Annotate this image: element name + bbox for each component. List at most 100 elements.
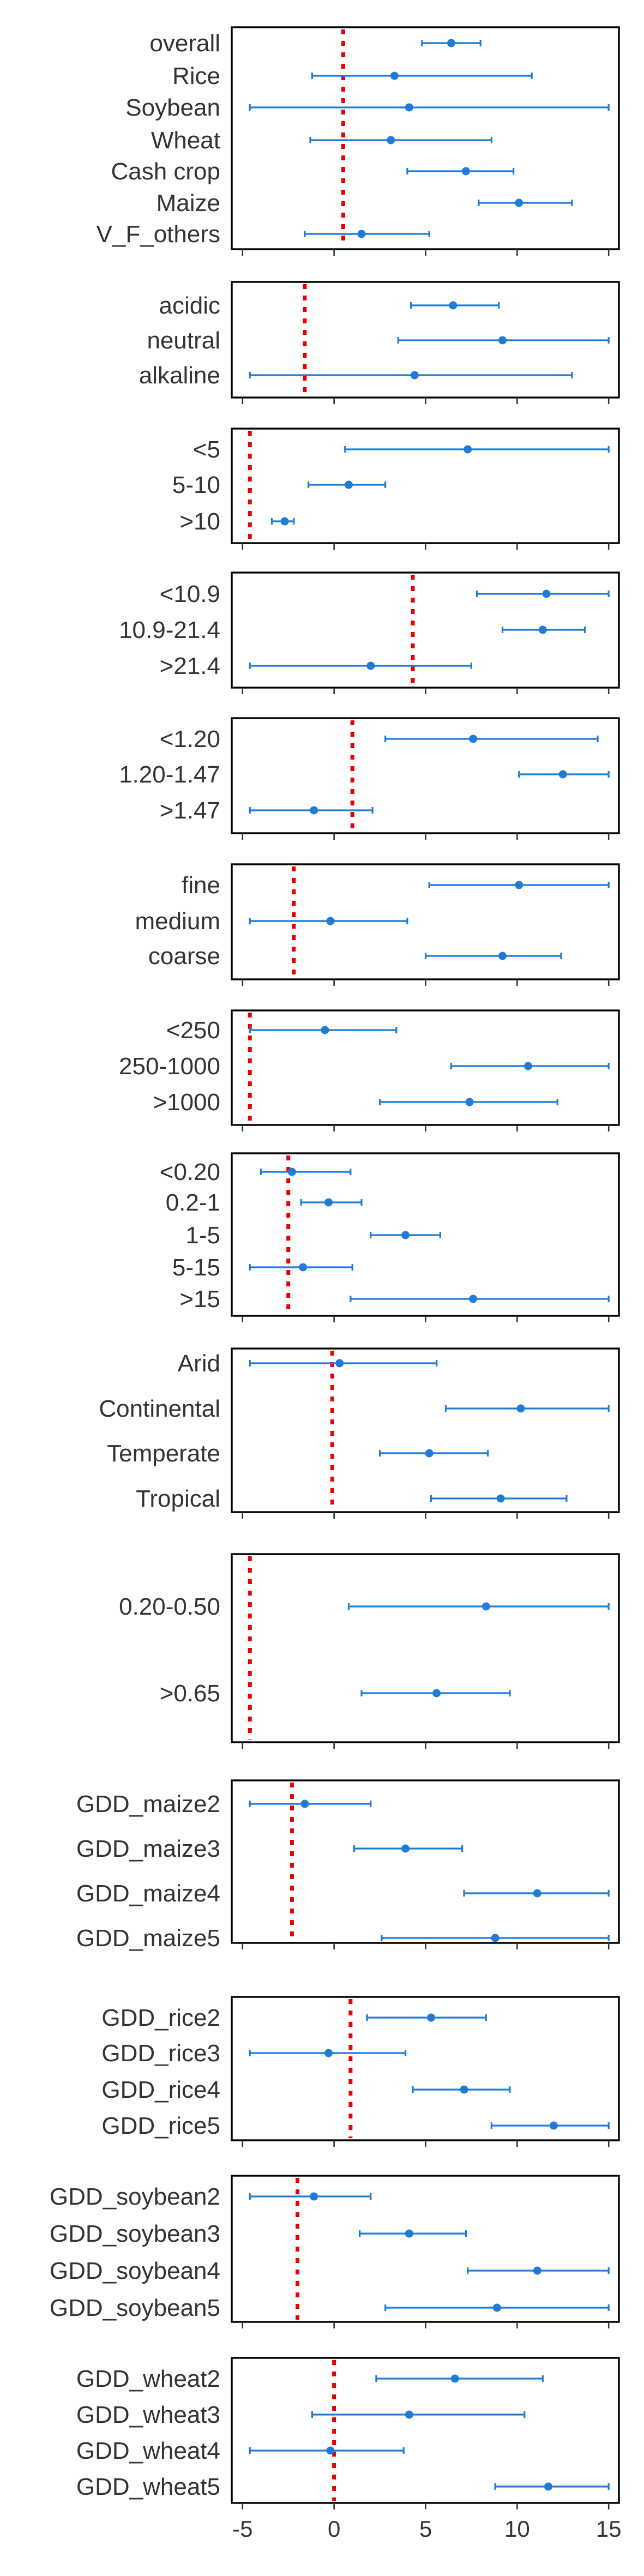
panel-8: <0.20 0.2-1 1-5 5-15 >15 [160, 1152, 620, 1322]
point-estimate [550, 2121, 558, 2130]
point-estimate [464, 445, 472, 454]
point-estimate [515, 881, 523, 889]
point-estimate [300, 1799, 309, 1808]
category-label: GDD_wheat4 [76, 2437, 220, 2464]
estimate-row: 0.20-0.50 [119, 1593, 610, 1620]
point-estimate [410, 371, 419, 380]
point-estimate [387, 136, 395, 145]
point-estimate [465, 1098, 474, 1106]
panel-11: GDD_maize2 GDD_maize3 GDD_maize4 GDD_maize5 [76, 1779, 620, 1952]
point-estimate [447, 39, 455, 47]
category-label: neutral [147, 327, 220, 354]
point-estimate [496, 1494, 505, 1503]
category-label: acidic [159, 292, 221, 319]
category-label: GDD_wheat3 [76, 2402, 220, 2428]
estimate-row: <1.20 [160, 726, 599, 753]
category-label: Arid [178, 1350, 220, 1377]
category-label: 10.9-21.4 [119, 617, 220, 643]
category-label: GDD_wheat2 [76, 2366, 220, 2392]
estimate-row: GDD_maize2 [76, 1791, 372, 1817]
category-label: <1.20 [160, 726, 220, 753]
estimate-row: >1.47 [160, 797, 374, 824]
panel-frame [231, 1779, 620, 1944]
estimate-row: 0.2-1 [166, 1189, 363, 1216]
point-estimate [469, 1295, 478, 1303]
category-label: GDD_maize2 [76, 1791, 220, 1817]
estimate-row: GDD_rice3 [101, 2040, 407, 2067]
panel-frame [231, 26, 620, 250]
estimate-row: Temperate [107, 1440, 489, 1467]
point-estimate [326, 917, 335, 925]
panel-frame [231, 2357, 620, 2504]
point-estimate [498, 952, 507, 960]
point-estimate [533, 1889, 541, 1898]
estimate-row: GDD_rice2 [101, 2005, 487, 2031]
point-estimate [324, 1198, 333, 1207]
point-estimate [324, 2049, 333, 2057]
estimate-row: medium [135, 908, 408, 935]
x-tick-label: 10 [504, 2516, 530, 2542]
category-label: GDD_maize5 [76, 1925, 220, 1952]
category-label: Tropical [136, 1485, 220, 1512]
point-estimate [450, 2374, 459, 2383]
estimate-row: Continental [99, 1395, 610, 1422]
point-estimate [401, 1231, 410, 1239]
estimate-row: 10.9-21.4 [119, 617, 586, 643]
point-estimate [310, 2192, 318, 2201]
point-estimate [538, 625, 547, 634]
point-estimate [280, 517, 289, 526]
estimate-row: Wheat [151, 127, 492, 154]
category-label: GDD_maize4 [76, 1880, 220, 1907]
estimate-row: 1.20-1.47 [119, 761, 610, 788]
panel-2: acidic neutral alkaline [139, 281, 620, 404]
estimate-row: GDD_soybean4 [50, 2258, 610, 2284]
estimate-row: 5-10 [172, 472, 387, 498]
estimate-row: GDD_maize5 [76, 1925, 610, 1952]
panel-frame [231, 1009, 620, 1126]
estimate-row: GDD_wheat3 [76, 2402, 526, 2428]
point-estimate [516, 1404, 525, 1413]
estimate-row: coarse [148, 943, 562, 970]
estimate-row: GDD_wheat2 [76, 2366, 544, 2392]
category-label: alkaline [139, 362, 220, 389]
point-estimate [542, 589, 551, 598]
point-estimate [345, 480, 353, 489]
point-estimate [390, 71, 399, 80]
category-label: fine [182, 872, 220, 899]
point-estimate [461, 167, 470, 176]
point-estimate [533, 2266, 541, 2275]
point-estimate [469, 735, 478, 743]
estimate-row: GDD_soybean3 [50, 2220, 467, 2247]
point-estimate [498, 336, 507, 345]
estimate-row: Soybean [125, 94, 610, 121]
point-estimate [491, 1934, 499, 1942]
estimate-row: GDD_wheat5 [76, 2473, 610, 2500]
estimate-row: Maize [157, 190, 573, 216]
point-estimate [482, 1602, 490, 1611]
panel-7: <250 250-1000 >1000 [119, 1009, 620, 1131]
category-label: >10 [179, 508, 220, 535]
panel-frame [231, 1553, 620, 1743]
category-label: GDD_wheat5 [76, 2473, 220, 2500]
panel-14: GDD_wheat2 GDD_wheat3 GDD_wheat4 GDD_wheat5 [76, 2357, 620, 2509]
estimate-row: alkaline [139, 362, 573, 389]
category-label: >21.4 [160, 653, 220, 679]
category-label: >1000 [153, 1089, 220, 1116]
point-estimate [449, 301, 458, 310]
point-estimate [299, 1263, 308, 1272]
category-label: GDD_soybean3 [50, 2220, 220, 2247]
point-estimate [515, 198, 523, 207]
estimate-row: <250 [166, 1017, 398, 1044]
category-label: V_F_others [97, 221, 220, 248]
category-label: GDD_maize3 [76, 1835, 220, 1862]
estimate-row: overall [149, 30, 482, 57]
panel-3: <5 5-10 >10 [172, 428, 620, 550]
estimate-row: GDD_rice5 [101, 2112, 610, 2139]
category-label: GDD_rice3 [101, 2040, 220, 2067]
category-label: <10.9 [160, 581, 220, 607]
category-label: Temperate [107, 1440, 220, 1467]
estimate-row: >10 [179, 508, 295, 535]
category-label: GDD_rice2 [101, 2005, 220, 2031]
category-label: GDD_soybean2 [50, 2183, 220, 2210]
point-estimate [335, 1359, 344, 1368]
